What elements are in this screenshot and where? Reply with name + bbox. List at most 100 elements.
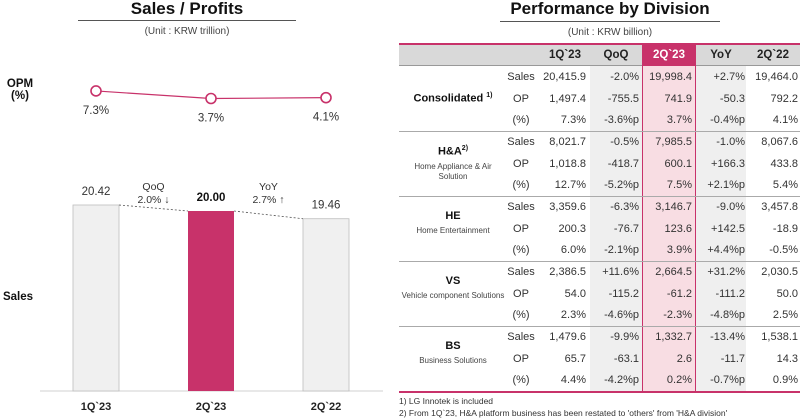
opm-value-label: 7.3% bbox=[83, 105, 109, 117]
col-header-1q23: 1Q`23 bbox=[549, 49, 581, 61]
metric-label: OP bbox=[513, 287, 529, 300]
table-cell-1q23: 1,018.8 bbox=[549, 157, 586, 170]
table-cell-yoy: +142.5 bbox=[711, 222, 745, 235]
metric-label: OP bbox=[513, 92, 529, 105]
sales-value-label: 20.42 bbox=[82, 186, 111, 198]
metric-label: OP bbox=[513, 157, 529, 170]
yoy-label: YoY bbox=[259, 181, 278, 193]
table-cell-1q23: 8,021.7 bbox=[549, 136, 586, 148]
table-cell-2q23: 2.6 bbox=[676, 352, 692, 365]
table-cell-yoy: -0.7%p bbox=[710, 374, 745, 386]
bars-layer bbox=[40, 204, 383, 392]
opm-point bbox=[205, 92, 217, 105]
sales-bar-2 bbox=[302, 218, 350, 392]
table-cell-yoy: -13.4% bbox=[710, 331, 745, 343]
sales-bar-1 bbox=[188, 211, 234, 391]
table-cell-2q23: 3.7% bbox=[666, 114, 692, 126]
table-cell-qoq: -63.1 bbox=[613, 352, 639, 365]
table-cell-yoy: +166.3 bbox=[711, 157, 745, 170]
table-cell-1q23: 1,479.6 bbox=[549, 331, 586, 343]
table-cell-2q23: 3,146.7 bbox=[655, 201, 692, 213]
table-cell-2q23: -2.3% bbox=[663, 309, 692, 321]
metric-label: OP bbox=[513, 222, 529, 235]
table-cell-1q23: 2,386.5 bbox=[549, 266, 586, 278]
table-cell-2q23: 123.6 bbox=[664, 222, 692, 235]
metric-label: Sales bbox=[507, 331, 535, 343]
table-cell-qoq: +11.6% bbox=[602, 266, 639, 278]
metric-label: OP bbox=[513, 352, 529, 365]
table-cell-2q22: 4.1% bbox=[772, 114, 798, 126]
bar-connector bbox=[118, 204, 189, 212]
table-cell-2q22: 792.2 bbox=[770, 92, 798, 105]
metric-label: (%) bbox=[512, 244, 530, 256]
table-cell-qoq: -6.3% bbox=[610, 201, 639, 213]
table-cell-qoq: -0.5% bbox=[610, 136, 639, 148]
metric-label: Sales bbox=[507, 266, 535, 278]
performance-by-division-title: Performance by Division bbox=[510, 0, 710, 18]
yoy-column-shade bbox=[696, 66, 746, 392]
opm-point bbox=[90, 85, 102, 97]
metric-label: (%) bbox=[512, 309, 530, 321]
table-cell-yoy: -9.0% bbox=[716, 201, 745, 213]
metric-label: Sales bbox=[507, 71, 535, 83]
table-cell-qoq: -755.5 bbox=[607, 92, 639, 105]
table-cell-1q23: 200.3 bbox=[558, 222, 586, 235]
opm-line-layer bbox=[90, 85, 332, 105]
division-title-text: VS bbox=[445, 275, 461, 287]
table-cell-2q23: -61.2 bbox=[666, 287, 692, 300]
division-title: VS bbox=[399, 275, 507, 287]
table-cell-qoq: -4.2%p bbox=[604, 374, 639, 386]
table-cell-qoq: -115.2 bbox=[608, 287, 639, 300]
sales-row-label: Sales bbox=[2, 291, 34, 303]
table-cell-qoq: -5.2%p bbox=[604, 179, 639, 191]
metric-label: (%) bbox=[512, 114, 530, 126]
division-subtitle: Business Solutions bbox=[419, 356, 487, 365]
opm-value-label: 3.7% bbox=[198, 113, 224, 125]
table-cell-qoq: -9.9% bbox=[610, 331, 639, 343]
group-separator bbox=[399, 326, 800, 327]
table-cell-2q22: -0.5% bbox=[769, 244, 798, 256]
table-top-rule bbox=[399, 43, 800, 45]
table-cell-yoy: +2.1%p bbox=[707, 179, 745, 191]
division-name-bs: BS Business Solutions bbox=[399, 340, 507, 366]
sales-value-label: 19.46 bbox=[312, 200, 341, 212]
qoq-column-shade bbox=[590, 66, 642, 392]
table-cell-yoy: -11.7 bbox=[720, 352, 745, 365]
table-cell-2q23: 2,664.5 bbox=[655, 266, 692, 278]
table-cell-2q22: 14.3 bbox=[776, 352, 798, 365]
table-cell-2q23: 1,332.7 bbox=[655, 331, 692, 343]
bar-connector bbox=[233, 210, 304, 220]
table-cell-yoy: -0.4%p bbox=[710, 114, 745, 126]
table-cell-qoq: -2.1%p bbox=[604, 244, 639, 256]
metric-label: Sales bbox=[507, 201, 535, 213]
title-divider-right bbox=[500, 21, 720, 22]
table-bottom-rule bbox=[399, 391, 800, 393]
table-cell-qoq: -4.6%p bbox=[604, 309, 639, 321]
col-header-2q22: 2Q`22 bbox=[757, 49, 789, 61]
opm-unit-label: (%) bbox=[11, 90, 29, 102]
table-cell-qoq: -3.6%p bbox=[604, 114, 639, 126]
table-cell-2q22: 2.5% bbox=[772, 309, 798, 321]
table-cell-qoq: -76.7 bbox=[613, 222, 639, 235]
table-cell-2q22: 1,538.1 bbox=[761, 331, 798, 343]
opm-value-label: 4.1% bbox=[313, 112, 339, 124]
table-cell-yoy: -4.8%p bbox=[710, 309, 745, 321]
table-cell-2q23: 3.9% bbox=[666, 244, 692, 256]
category-label: 2Q`22 bbox=[311, 401, 342, 413]
table-cell-1q23: 1,497.4 bbox=[549, 92, 586, 105]
sales-profits-title: Sales / Profits bbox=[130, 0, 244, 18]
group-separator bbox=[399, 196, 800, 197]
division-title: H&A2) bbox=[399, 145, 507, 158]
table-cell-1q23: 4.4% bbox=[560, 374, 586, 386]
highlight-column-2q23 bbox=[642, 43, 696, 392]
table-cell-2q22: 3,457.8 bbox=[761, 201, 798, 213]
metric-label: (%) bbox=[512, 179, 530, 191]
table-cell-2q22: 5.4% bbox=[772, 179, 798, 191]
division-subtitle: Vehicle component Solutions bbox=[401, 291, 505, 300]
table-cell-1q23: 6.0% bbox=[560, 244, 586, 256]
col-header-yoy: YoY bbox=[710, 49, 732, 61]
division-title-text: Consolidated bbox=[413, 92, 484, 105]
col-header-2q23: 2Q`23 bbox=[653, 49, 685, 61]
table-cell-2q22: 2,030.5 bbox=[761, 266, 798, 278]
footnote-2: 2) From 1Q`23, H&A platform business has… bbox=[399, 408, 728, 418]
